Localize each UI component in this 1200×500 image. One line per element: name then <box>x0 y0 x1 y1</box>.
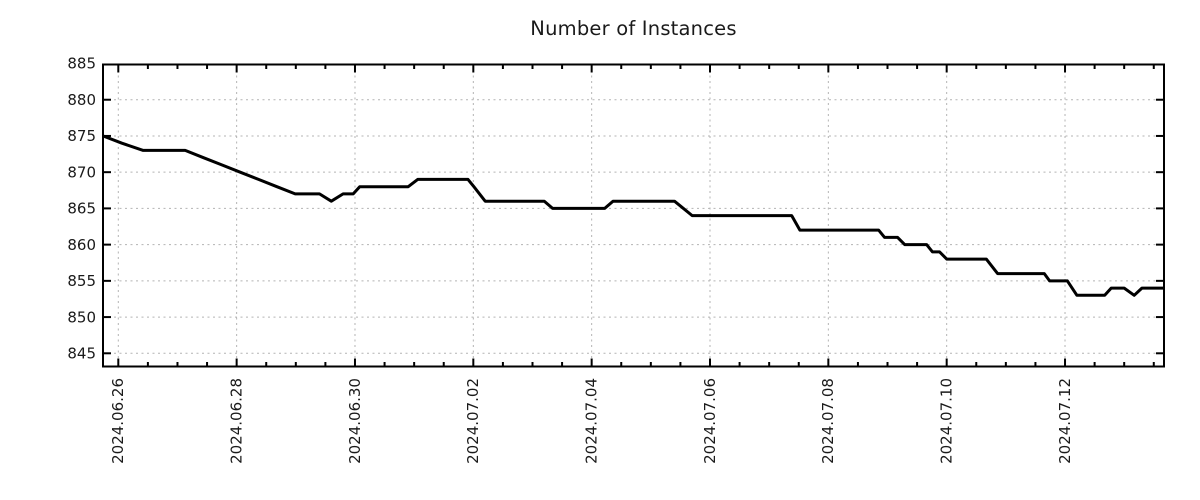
y-tick-label: 860 <box>67 236 96 254</box>
x-tick-label: 2024.06.30 <box>346 378 364 464</box>
x-tick-label: 2024.07.06 <box>701 378 719 464</box>
y-tick-label: 870 <box>67 163 96 181</box>
y-tick-label: 875 <box>67 127 96 145</box>
x-tick-label: 2024.07.12 <box>1056 378 1074 464</box>
plot-border <box>102 63 1165 368</box>
x-tick-label: 2024.07.04 <box>582 378 600 464</box>
y-tick-label: 880 <box>67 91 96 109</box>
y-tick-label: 855 <box>67 272 96 290</box>
x-tick-label: 2024.07.02 <box>464 378 482 464</box>
y-tick-label: 865 <box>67 200 96 218</box>
x-tick-label: 2024.06.28 <box>227 378 245 464</box>
series-line-instances <box>102 134 1164 297</box>
y-tick-label: 850 <box>67 308 96 326</box>
x-tick-label: 2024.06.26 <box>109 378 127 464</box>
y-tick-label: 845 <box>67 345 96 363</box>
x-tick-label: 2024.07.08 <box>819 378 837 464</box>
y-tick-label: 885 <box>67 55 96 73</box>
chart-title: Number of Instances <box>530 17 737 40</box>
x-tick-label: 2024.07.10 <box>937 378 955 464</box>
